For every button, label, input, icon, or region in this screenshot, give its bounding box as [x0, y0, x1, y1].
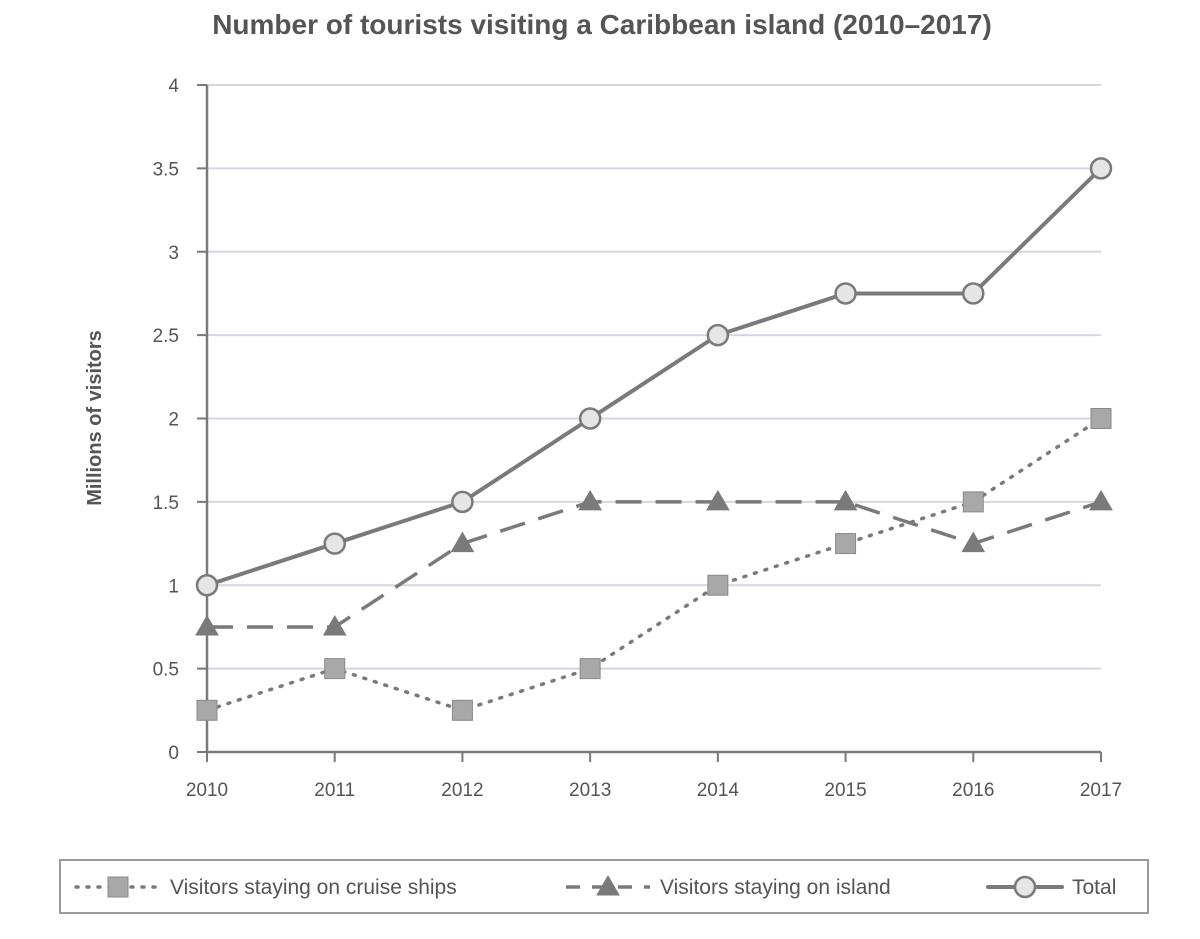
series-group: [195, 157, 1113, 721]
x-tick-label: 2010: [186, 780, 228, 801]
data-point-triangle: [833, 489, 858, 511]
legend: Visitors staying on cruise ships Visitors…: [59, 859, 1149, 914]
data-point-triangle: [450, 531, 475, 553]
data-point-circle: [834, 282, 857, 305]
data-point-square: [451, 699, 473, 721]
x-tick-label: 2013: [569, 780, 611, 801]
y-tick-label: 0.5: [153, 660, 179, 681]
data-point-circle: [451, 490, 474, 514]
data-point-square: [196, 699, 218, 721]
data-point-triangle: [195, 614, 219, 636]
data-point-square: [835, 533, 857, 555]
axes: 0 0.5 1 1.5 2 2.5 3 3.5 4 2010 2011 2012 2013 2014 201…: [153, 76, 1123, 801]
x-tick-label: 2012: [441, 780, 483, 801]
x-tick-label: 2014: [697, 780, 740, 801]
series-line: [205, 166, 1103, 588]
data-point-triangle: [705, 489, 730, 511]
x-tick-label: 2011: [314, 780, 355, 801]
y-tick-label: 3.5: [153, 159, 179, 180]
legend-marker-triangle: [596, 875, 620, 896]
data-point-triangle: [322, 614, 347, 636]
y-tick-label: 0: [168, 743, 179, 764]
data-point-triangle: [1089, 489, 1113, 511]
legend-item: Visitors staying on island: [566, 875, 891, 899]
data-point-circle: [706, 323, 730, 347]
y-tick-label: 2: [168, 410, 179, 431]
grid-lines: [207, 84, 1101, 670]
y-tick-label: 3: [168, 243, 179, 264]
legend-marker-circle: [1013, 875, 1037, 899]
y-tick-label: 2.5: [153, 326, 179, 347]
legend-label: Visitors staying on cruise ships: [170, 876, 457, 899]
legend-label: Total: [1072, 876, 1116, 899]
series-line: [205, 416, 1103, 713]
legend-item: Total: [986, 875, 1116, 899]
y-tick-label: 4: [168, 76, 179, 97]
legend-marker-square: [107, 876, 129, 898]
data-point-square: [962, 491, 984, 513]
x-tick-label: 2017: [1080, 780, 1122, 801]
data-point-circle: [323, 532, 346, 555]
chart-title: Number of tourists visiting a Caribbean …: [212, 9, 992, 40]
legend-label: Visitors staying on island: [660, 876, 891, 899]
data-point-circle: [195, 574, 219, 597]
y-axis-label: Millions of visitors: [84, 330, 106, 506]
legend-item: Visitors staying on cruise ships: [74, 876, 457, 899]
data-point-circle: [578, 407, 602, 430]
series-line: [207, 500, 1102, 629]
data-point-square: [707, 574, 729, 596]
y-tick-label: 1: [168, 576, 179, 597]
series-triangle: [195, 489, 1113, 636]
data-point-circle: [1089, 157, 1113, 180]
data-point-square: [1090, 408, 1112, 429]
y-tick-label: 1.5: [153, 493, 179, 514]
x-tick-label: 2015: [824, 780, 866, 801]
data-point-square: [579, 658, 601, 680]
data-point-circle: [962, 282, 985, 305]
series-circle: [195, 157, 1113, 597]
x-tick-label: 2016: [952, 780, 994, 801]
data-point-square: [324, 658, 346, 680]
series-square: [196, 408, 1112, 721]
data-point-triangle: [961, 531, 986, 553]
data-point-triangle: [578, 489, 603, 511]
